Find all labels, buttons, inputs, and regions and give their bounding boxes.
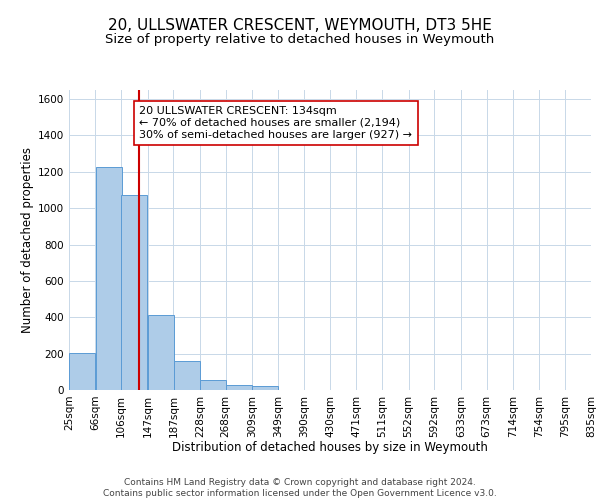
Bar (69, 352, 95, 390)
Text: 20 ULLSWATER CRESCENT: 134sqm
← 70% of detached houses are smaller (2,194)
30% o: 20 ULLSWATER CRESCENT: 134sqm ← 70% of d… (139, 106, 412, 140)
Text: Contains HM Land Registry data © Crown copyright and database right 2024.
Contai: Contains HM Land Registry data © Crown c… (103, 478, 497, 498)
Bar (252, 386, 278, 390)
Bar (173, 361, 200, 390)
Bar (95, 168, 122, 390)
Bar (226, 386, 252, 390)
Text: 20, ULLSWATER CRESCENT, WEYMOUTH, DT3 5HE: 20, ULLSWATER CRESCENT, WEYMOUTH, DT3 5H… (108, 18, 492, 32)
Bar (148, 316, 174, 390)
Text: Size of property relative to detached houses in Weymouth: Size of property relative to detached ho… (106, 32, 494, 46)
Bar (121, 194, 148, 390)
Y-axis label: Number of detached properties: Number of detached properties (21, 147, 34, 333)
Bar (200, 380, 226, 390)
X-axis label: Distribution of detached houses by size in Weymouth: Distribution of detached houses by size … (172, 441, 488, 454)
